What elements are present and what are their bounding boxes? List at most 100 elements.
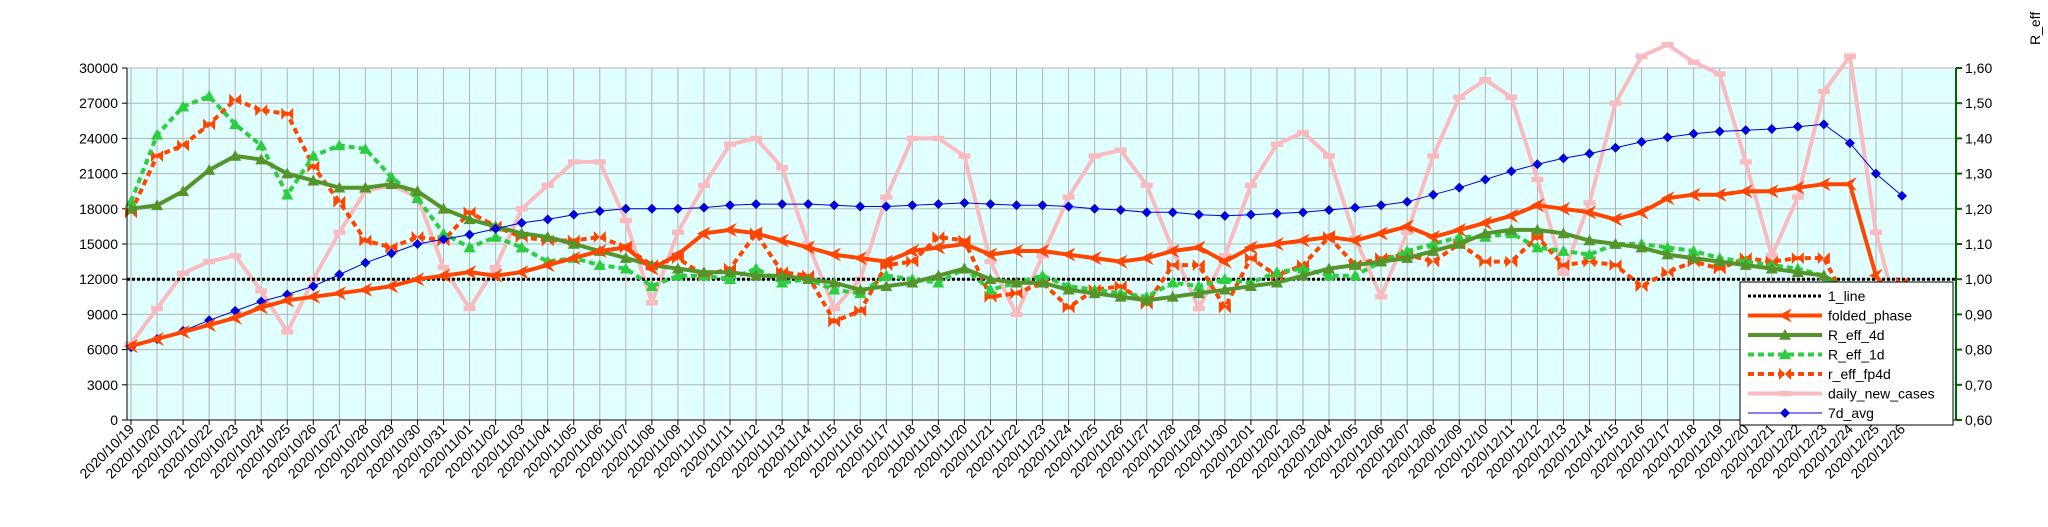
point-daily_new_cases xyxy=(1557,270,1570,277)
point-daily_new_cases xyxy=(1401,229,1414,235)
legend-label-R_eff_4d: R_eff_4d xyxy=(1828,327,1885,343)
point-r_eff_fp4d xyxy=(828,315,841,328)
point-R_eff_4d xyxy=(750,269,763,281)
point-r_eff_fp4d xyxy=(1661,266,1674,279)
point-R_eff_4d xyxy=(151,199,164,211)
point-R_eff_1d xyxy=(515,241,528,253)
point-r_eff_fp4d xyxy=(1817,252,1830,265)
point-7d_avg xyxy=(751,199,762,210)
point-7d_avg xyxy=(412,239,423,249)
left-tick-label: 0 xyxy=(110,412,118,428)
point-7d_avg xyxy=(1219,210,1230,221)
legend-marker-daily_new_cases xyxy=(1779,390,1791,397)
point-R_eff_4d xyxy=(1479,227,1492,239)
point-R_eff_4d xyxy=(854,283,867,295)
point-R_eff_1d xyxy=(1687,245,1700,256)
legend: 1_line folded_phase R_eff_4d R_eff_1d r_eff_… xyxy=(1739,281,1954,426)
point-folded_phase xyxy=(1426,229,1441,244)
point-r_eff_fp4d xyxy=(1609,259,1622,272)
point-folded_phase xyxy=(827,247,842,262)
series-folded_phase xyxy=(124,177,1909,354)
point-r_eff_fp4d xyxy=(1114,280,1127,293)
point-daily_new_cases xyxy=(567,159,580,165)
point-folded_phase xyxy=(931,240,946,255)
point-R_eff_1d xyxy=(671,269,684,281)
point-R_eff_1d xyxy=(645,280,658,292)
point-R_eff_4d xyxy=(203,164,216,175)
point-R_eff_1d xyxy=(776,276,789,288)
point-7d_avg xyxy=(933,199,944,210)
point-folded_phase xyxy=(280,293,295,308)
point-folded_phase xyxy=(1374,226,1389,241)
point-R_eff_1d xyxy=(1192,280,1205,292)
point-R_eff_4d xyxy=(515,227,528,239)
point-R_eff_1d xyxy=(1218,273,1231,284)
point-R_eff_4d xyxy=(1244,280,1257,292)
legend-marker-r_eff_fp4d xyxy=(1779,368,1791,380)
point-r_eff_fp4d xyxy=(1192,259,1205,272)
left-tick-label: 27000 xyxy=(79,95,118,111)
point-R_eff_4d xyxy=(437,202,450,214)
point-r_eff_fp4d xyxy=(1010,287,1023,300)
point-7d_avg xyxy=(1558,153,1569,164)
point-7d_avg xyxy=(1115,204,1126,215)
point-r_eff_fp4d xyxy=(1062,301,1075,314)
point-daily_new_cases xyxy=(1661,41,1674,48)
point-daily_new_cases xyxy=(1817,88,1830,95)
point-7d_avg xyxy=(1870,168,1881,179)
point-R_eff_4d xyxy=(1114,290,1127,302)
point-daily_new_cases xyxy=(645,299,658,306)
right-tick-label: 1,40 xyxy=(1965,130,1992,146)
point-daily_new_cases xyxy=(828,305,841,312)
grid-lines xyxy=(127,67,1956,421)
point-7d_avg xyxy=(1350,202,1361,213)
point-daily_new_cases xyxy=(515,206,528,212)
point-R_eff_4d xyxy=(1557,227,1570,239)
point-R_eff_4d xyxy=(880,280,893,292)
point-folded_phase xyxy=(1269,237,1284,251)
point-R_eff_4d xyxy=(229,150,242,161)
point-daily_new_cases xyxy=(880,194,893,200)
point-folded_phase xyxy=(124,339,138,354)
legend-label-R_eff_1d: R_eff_1d xyxy=(1828,347,1885,363)
point-daily_new_cases xyxy=(1218,253,1231,259)
point-r_eff_fp4d xyxy=(1557,259,1570,272)
point-daily_new_cases xyxy=(1479,77,1492,83)
point-7d_avg xyxy=(1636,136,1647,147)
point-R_eff_1d xyxy=(359,142,372,154)
point-7d_avg xyxy=(985,199,996,210)
point-daily_new_cases xyxy=(1088,153,1101,159)
point-r_eff_fp4d xyxy=(151,150,164,162)
point-R_eff_1d xyxy=(1453,230,1466,242)
point-R_eff_1d xyxy=(984,283,997,295)
point-folded_phase xyxy=(749,226,764,241)
point-daily_new_cases xyxy=(1375,294,1388,300)
point-7d_avg xyxy=(464,229,475,240)
point-r_eff_fp4d xyxy=(906,255,919,268)
point-folded_phase xyxy=(1634,205,1649,220)
point-folded_phase xyxy=(1243,240,1258,255)
point-r_eff_fp4d xyxy=(463,206,476,219)
point-r_eff_fp4d xyxy=(1218,301,1231,314)
point-daily_new_cases xyxy=(724,141,737,147)
point-R_eff_4d xyxy=(724,266,737,277)
left-tick-label: 3000 xyxy=(87,377,118,393)
point-R_eff_1d xyxy=(932,276,945,288)
point-folded_phase xyxy=(1556,201,1571,216)
right-axis-ticks: 0,60 0,70 0,80 0,90 1,00 1,10 1,20 1,30 1,40 1,50… xyxy=(1956,60,1992,428)
point-folded_phase xyxy=(1348,233,1363,248)
point-daily_new_cases xyxy=(1505,94,1518,101)
point-daily_new_cases xyxy=(333,229,346,235)
right-tick-label: 1,50 xyxy=(1965,95,1992,111)
point-7d_avg xyxy=(1037,200,1048,211)
point-7d_avg xyxy=(1271,208,1282,219)
point-daily_new_cases xyxy=(1635,53,1648,59)
legend-marker-R_eff_1d xyxy=(1779,348,1791,360)
point-daily_new_cases xyxy=(229,253,242,259)
point-R_eff_4d xyxy=(385,178,398,189)
point-R_eff_4d xyxy=(1713,255,1726,267)
point-7d_avg xyxy=(1610,142,1621,153)
point-7d_avg xyxy=(803,199,814,210)
left-tick-label: 12000 xyxy=(79,271,118,287)
left-tick-label: 30000 xyxy=(79,60,118,76)
